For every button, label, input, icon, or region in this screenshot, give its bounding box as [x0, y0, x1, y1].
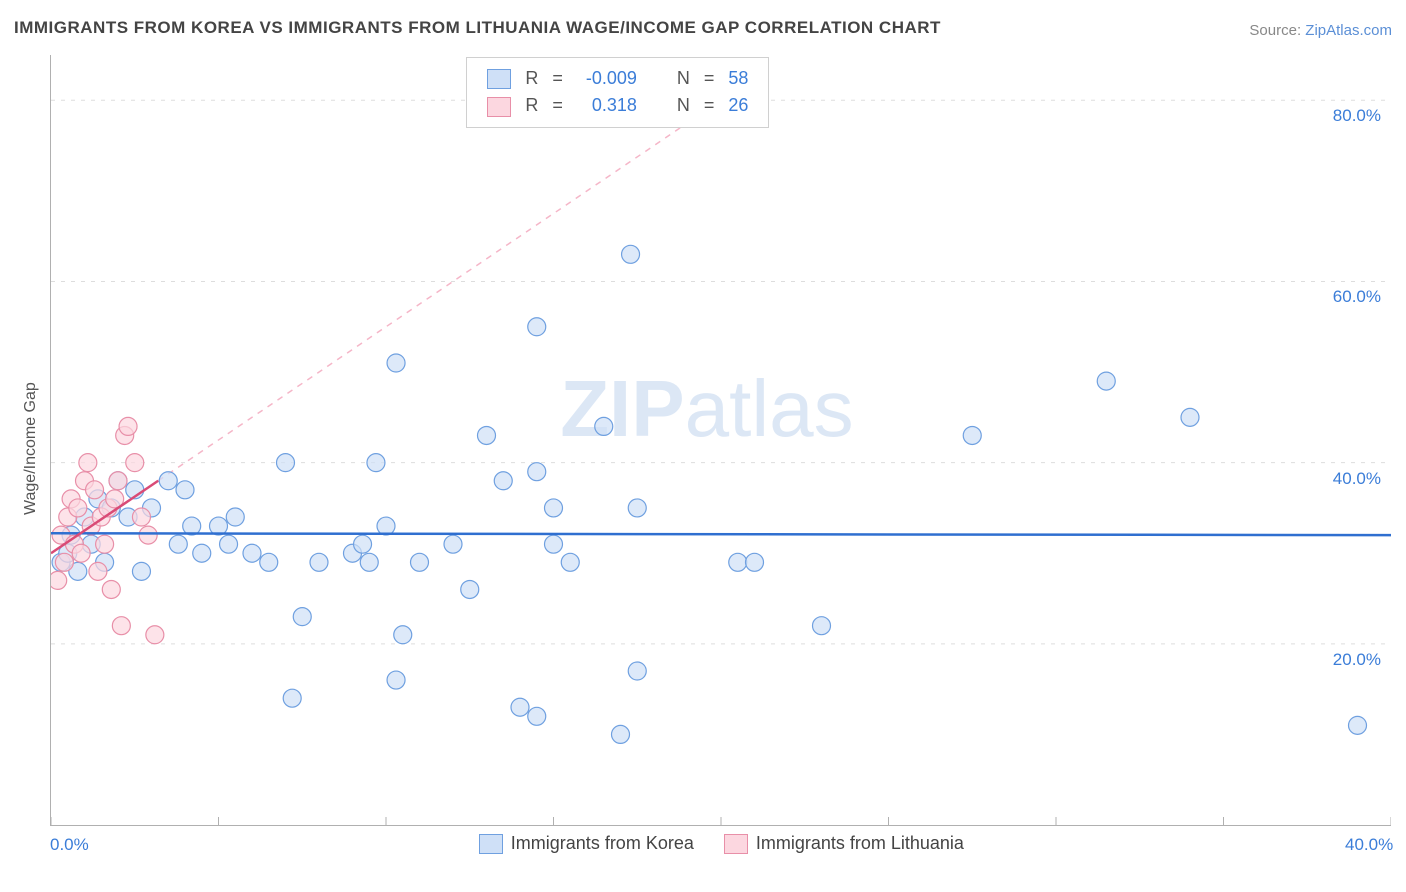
scatter-point [112, 617, 130, 635]
scatter-point [176, 481, 194, 499]
stats-n-label: N [671, 93, 696, 118]
stats-swatch [487, 97, 511, 117]
scatter-point [595, 417, 613, 435]
scatter-point [622, 245, 640, 263]
stats-r-value: 0.318 [571, 93, 643, 118]
stats-n-label: N [671, 66, 696, 91]
scatter-point [561, 553, 579, 571]
legend-swatch [724, 834, 748, 854]
scatter-point [109, 472, 127, 490]
legend-swatch [479, 834, 503, 854]
scatter-point [478, 426, 496, 444]
scatter-point [96, 535, 114, 553]
scatter-point [367, 454, 385, 472]
source-label: Source: [1249, 22, 1301, 39]
scatter-point [193, 544, 211, 562]
scatter-point [89, 562, 107, 580]
source-link[interactable]: ZipAtlas.com [1305, 22, 1392, 39]
scatter-point [126, 454, 144, 472]
scatter-point [387, 671, 405, 689]
trend-line [51, 533, 1391, 535]
stats-eq: = [698, 66, 721, 91]
source-attribution: Source: ZipAtlas.com [1249, 22, 1392, 39]
stats-n-value: 26 [722, 93, 754, 118]
scatter-point [293, 608, 311, 626]
scatter-point [511, 698, 529, 716]
stats-r-label: R [519, 93, 544, 118]
scatter-point [283, 689, 301, 707]
y-tick-label: 40.0% [1333, 469, 1381, 489]
scatter-point [51, 571, 67, 589]
stats-eq: = [546, 66, 569, 91]
scatter-point [226, 508, 244, 526]
scatter-point [79, 454, 97, 472]
scatter-point [55, 553, 73, 571]
scatter-point [628, 662, 646, 680]
scatter-point [963, 426, 981, 444]
legend-item: Immigrants from Korea [479, 833, 694, 854]
scatter-point [528, 707, 546, 725]
scatter-point [377, 517, 395, 535]
legend-label: Immigrants from Lithuania [756, 833, 964, 854]
scatter-point [220, 535, 238, 553]
scatter-point [1097, 372, 1115, 390]
scatter-point [545, 535, 563, 553]
scatter-point [444, 535, 462, 553]
scatter-point [612, 725, 630, 743]
scatter-point [86, 481, 104, 499]
scatter-point [169, 535, 187, 553]
scatter-point [528, 318, 546, 336]
scatter-point [310, 553, 328, 571]
scatter-point [72, 544, 90, 562]
scatter-point [545, 499, 563, 517]
plot-area: ZIPatlas R=-0.009N=58R=0.318N=26 20.0%40… [50, 55, 1391, 826]
y-tick-label: 80.0% [1333, 106, 1381, 126]
scatter-point [260, 553, 278, 571]
scatter-point [354, 535, 372, 553]
stats-box: R=-0.009N=58R=0.318N=26 [466, 57, 769, 128]
stats-eq: = [698, 93, 721, 118]
scatter-point [628, 499, 646, 517]
legend-item: Immigrants from Lithuania [724, 833, 964, 854]
y-tick-label: 20.0% [1333, 650, 1381, 670]
scatter-point [360, 553, 378, 571]
x-tick-label: 40.0% [1345, 835, 1393, 855]
scatter-point [394, 626, 412, 644]
stats-r-label: R [519, 66, 544, 91]
scatter-point [387, 354, 405, 372]
legend-label: Immigrants from Korea [511, 833, 694, 854]
scatter-point [132, 562, 150, 580]
scatter-svg [51, 55, 1391, 825]
stats-eq: = [546, 93, 569, 118]
scatter-point [277, 454, 295, 472]
scatter-point [1181, 408, 1199, 426]
scatter-point [1349, 716, 1367, 734]
scatter-point [119, 417, 137, 435]
scatter-point [528, 463, 546, 481]
y-axis-label: Wage/Income Gap [22, 382, 40, 515]
stats-r-value: -0.009 [571, 66, 643, 91]
scatter-point [159, 472, 177, 490]
scatter-point [813, 617, 831, 635]
scatter-point [69, 499, 87, 517]
x-tick-label: 0.0% [50, 835, 89, 855]
scatter-point [729, 553, 747, 571]
scatter-point [243, 544, 261, 562]
scatter-point [411, 553, 429, 571]
stats-n-value: 58 [722, 66, 754, 91]
y-tick-label: 60.0% [1333, 287, 1381, 307]
scatter-point [132, 508, 150, 526]
scatter-point [102, 580, 120, 598]
scatter-point [746, 553, 764, 571]
scatter-point [461, 580, 479, 598]
bottom-legend: Immigrants from Korea Immigrants from Lit… [479, 833, 964, 854]
scatter-point [139, 526, 157, 544]
chart-title: IMMIGRANTS FROM KOREA VS IMMIGRANTS FROM… [14, 18, 941, 38]
stats-swatch [487, 69, 511, 89]
scatter-point [494, 472, 512, 490]
scatter-point [146, 626, 164, 644]
